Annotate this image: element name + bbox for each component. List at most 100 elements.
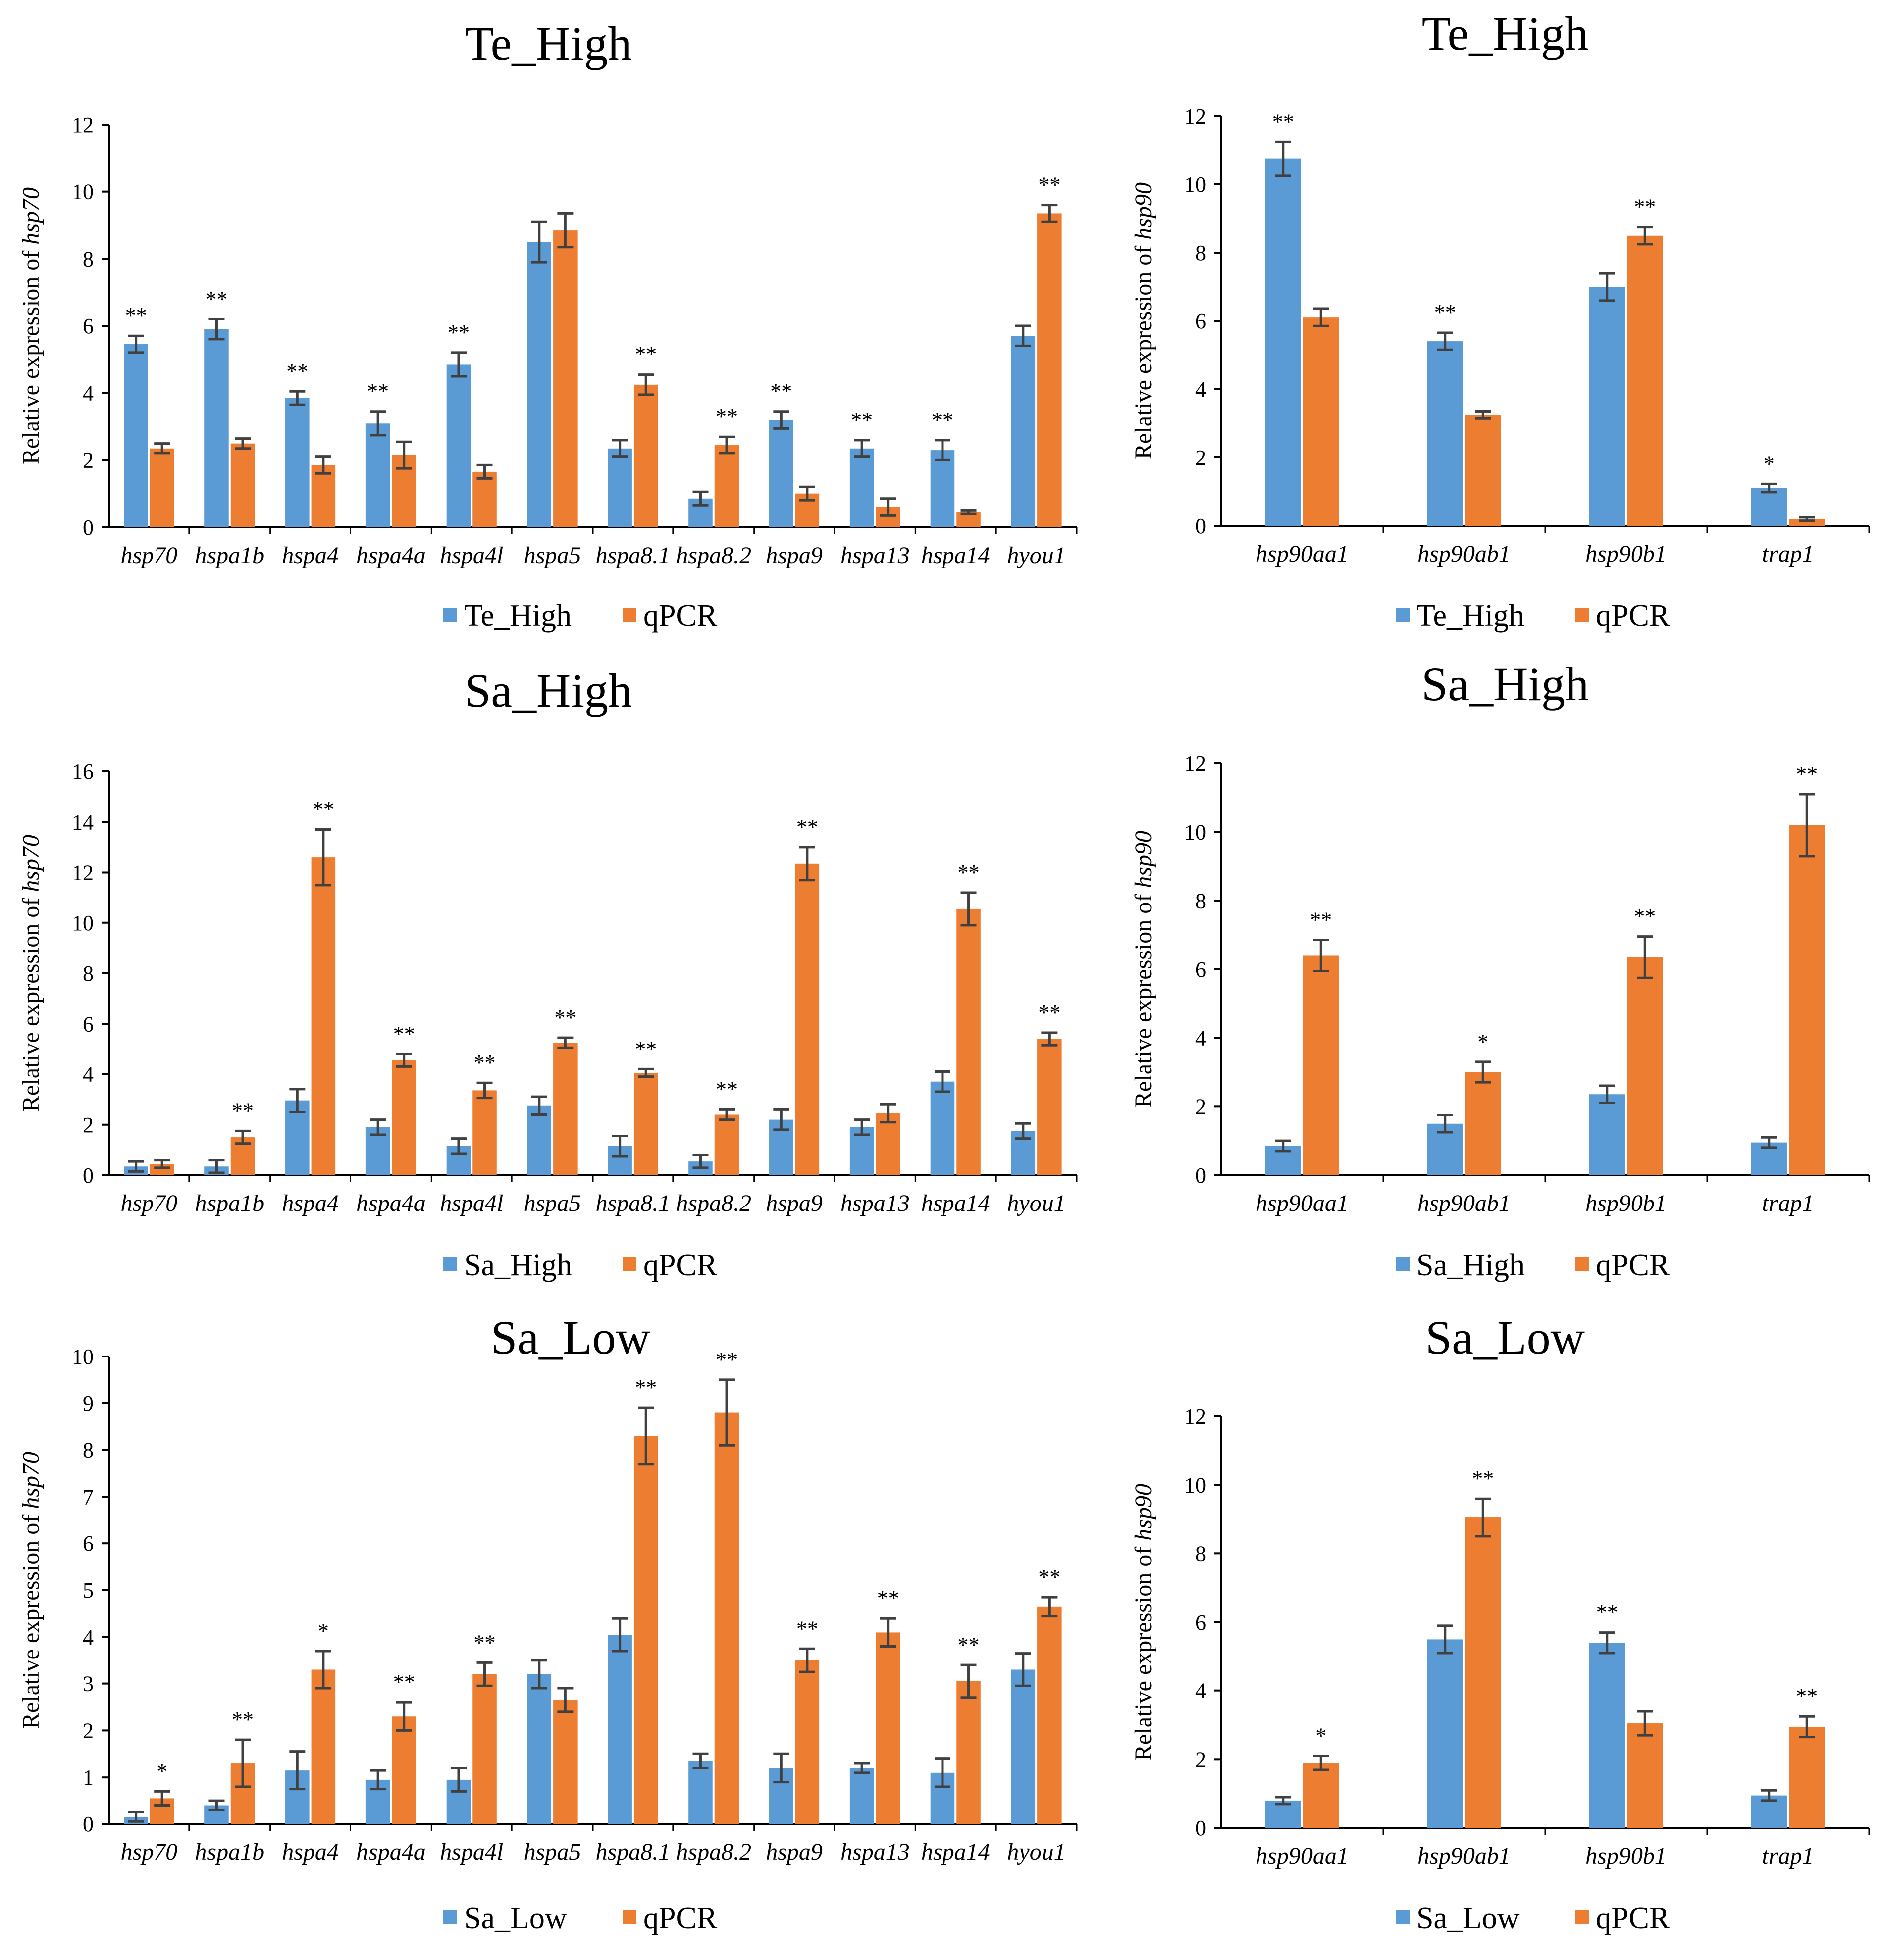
bar	[714, 1114, 739, 1175]
bar	[633, 1072, 658, 1175]
x-tick-label: hsp90b1	[1585, 1190, 1667, 1216]
bar	[230, 443, 255, 527]
chart-panel-3: Sa_High 0 2 4 6 8 10 12 14 16 Relative expression …	[18, 664, 1078, 1282]
legend-swatch	[443, 608, 457, 622]
bar	[930, 450, 955, 527]
chart-title: Sa_Low	[1425, 1311, 1585, 1364]
bar	[930, 1081, 955, 1175]
y-tick-label: 8	[1195, 1541, 1206, 1566]
y-tick-label: 5	[83, 1578, 94, 1603]
significance-label: **	[1434, 301, 1456, 325]
y-tick-label: 6	[1195, 1610, 1206, 1635]
bar	[1037, 1039, 1062, 1175]
chart-panel-4: Sa_High 0 2 4 6 8 10 12 Relative expression of h…	[1130, 657, 1870, 1282]
significance-label: **	[770, 379, 792, 404]
legend-label: Sa_Low	[1416, 1901, 1520, 1935]
y-axis-label: Relative expression of hsp70	[18, 1452, 44, 1729]
legend-label: qPCR	[1596, 1248, 1670, 1282]
y-tick-label: 4	[83, 1062, 94, 1087]
significance-label: *	[318, 1619, 329, 1643]
y-axis-label-prefix: Relative expression of	[18, 892, 44, 1112]
legend-label: Sa_Low	[464, 1901, 567, 1935]
chart-panel-6: Sa_Low 0 2 4 6 8 10 12 Relative expression of hs…	[1130, 1311, 1870, 1935]
y-tick-label: 10	[1184, 1473, 1206, 1498]
bar	[1589, 1643, 1625, 1828]
significance-label: **	[958, 1633, 980, 1657]
bar	[876, 1113, 900, 1175]
y-axis-label-gene: hsp90	[1130, 1484, 1157, 1541]
y-tick-label: 6	[1195, 309, 1206, 333]
chart-panel-2: Te_High 0 2 4 6 8 10 12 Relative expression of h…	[1130, 7, 1870, 633]
legend-swatch	[1396, 608, 1410, 622]
y-tick-label: 9	[83, 1391, 94, 1416]
y-tick-label: 12	[1184, 104, 1206, 129]
x-tick-label: hspa8.2	[676, 542, 751, 569]
significance-label: **	[1310, 907, 1332, 932]
significance-label: **	[932, 408, 953, 432]
significance-label: **	[1796, 762, 1818, 786]
significance-label: **	[877, 1586, 899, 1610]
x-tick-label: hsp90b1	[1585, 541, 1667, 567]
bar	[1265, 158, 1301, 526]
bar	[956, 908, 981, 1175]
x-tick-label: hspa4	[282, 1839, 339, 1865]
x-tick-label: hspa5	[524, 1839, 581, 1865]
legend-label: qPCR	[1596, 599, 1670, 633]
x-tick-label: hspa4	[282, 1190, 339, 1216]
bar	[608, 1635, 632, 1824]
x-tick-label: hyou1	[1007, 1190, 1065, 1216]
bar	[1589, 1094, 1625, 1175]
bar	[1789, 825, 1825, 1175]
bar	[1427, 341, 1463, 526]
legend-label: Sa_High	[1416, 1248, 1525, 1282]
significance-label: **	[1038, 173, 1060, 197]
bar	[1627, 957, 1663, 1175]
bar	[769, 420, 793, 527]
y-tick-label: 16	[72, 759, 94, 784]
bar	[849, 448, 874, 527]
x-tick-label: hsp70	[121, 1839, 178, 1865]
bar	[527, 1674, 552, 1824]
significance-label: **	[448, 320, 470, 345]
significance-label: **	[232, 1707, 254, 1732]
y-tick-label: 0	[1195, 1816, 1206, 1840]
legend-swatch	[1396, 1910, 1410, 1924]
bar	[1627, 235, 1663, 526]
x-tick-label: trap1	[1762, 1843, 1814, 1869]
y-axis-label: Relative expression of hsp90	[1130, 831, 1157, 1108]
y-tick-label: 12	[72, 113, 94, 137]
bar	[1627, 1723, 1663, 1828]
y-tick-label: 8	[1195, 889, 1206, 913]
x-tick-label: hsp90ab1	[1417, 1843, 1511, 1869]
legend-swatch	[623, 1257, 636, 1271]
bar	[527, 242, 552, 528]
significance-label: **	[393, 1670, 415, 1694]
legend-label: Te_High	[464, 599, 572, 633]
x-tick-label: hyou1	[1007, 1839, 1065, 1865]
significance-label: **	[1596, 1600, 1618, 1625]
significance-label: **	[716, 1348, 738, 1372]
x-tick-label: hspa9	[766, 542, 823, 569]
y-tick-label: 2	[1195, 446, 1206, 470]
bar	[1011, 336, 1036, 527]
y-tick-label: 4	[1195, 1026, 1206, 1051]
bar	[1427, 1639, 1463, 1828]
significance-label: **	[474, 1051, 496, 1075]
y-tick-label: 6	[83, 1012, 94, 1036]
x-tick-label: hspa1b	[195, 1839, 264, 1865]
y-tick-label: 2	[1195, 1747, 1206, 1772]
y-axis-label: Relative expression of hsp70	[18, 187, 44, 464]
bar	[285, 398, 310, 527]
y-axis-label-gene: hsp70	[18, 1452, 44, 1509]
significance-label: *	[157, 1759, 167, 1783]
bar	[1751, 488, 1787, 526]
bar	[150, 448, 174, 527]
x-tick-label: hspa8.2	[676, 1190, 751, 1216]
y-tick-label: 2	[83, 1113, 94, 1137]
significance-label: **	[367, 379, 389, 404]
significance-label: **	[1472, 1466, 1494, 1491]
y-axis-label-gene: hsp90	[1130, 831, 1157, 888]
bar	[1789, 1726, 1825, 1828]
chart-title: Sa_High	[465, 664, 632, 717]
